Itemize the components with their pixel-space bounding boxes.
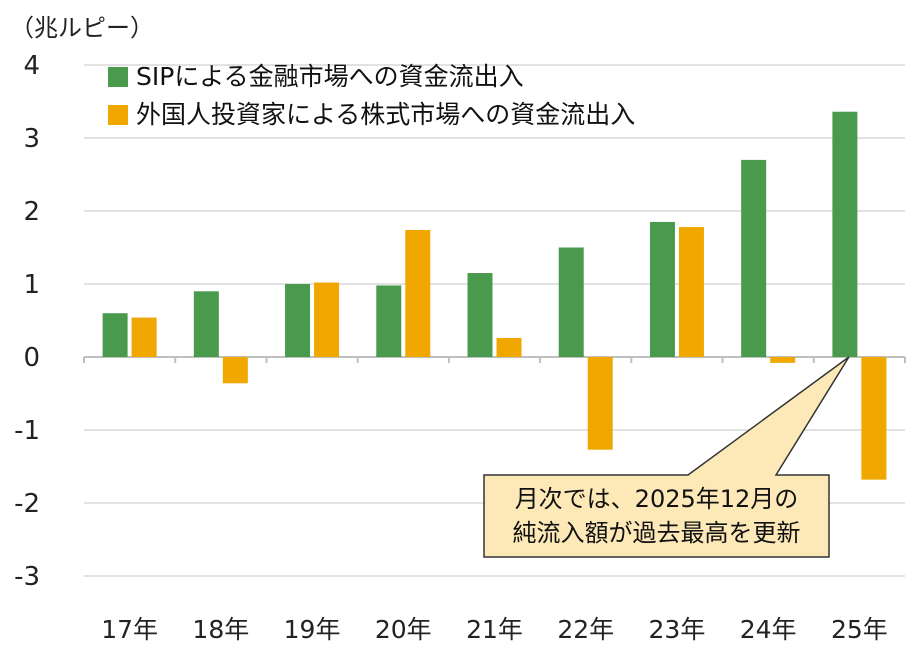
x-tick-label: 17年 xyxy=(101,615,158,644)
bar-sip-5 xyxy=(558,247,584,357)
y-tick-label: -1 xyxy=(14,416,40,446)
x-tick-label: 22年 xyxy=(557,615,614,644)
callout-line-1: 月次では、2025年12月の xyxy=(514,485,799,513)
x-tick-label: 18年 xyxy=(192,615,249,644)
legend-swatch-sip xyxy=(108,67,128,87)
legend: SIPによる金融市場への資金流出入 外国人投資家による株式市場への資金流出入 xyxy=(108,58,635,134)
bar-sip-2 xyxy=(285,284,311,357)
bar-sip-7 xyxy=(741,159,767,357)
bar-sip-8 xyxy=(832,111,858,357)
bar-sip-3 xyxy=(376,285,402,357)
x-tick-label: 24年 xyxy=(740,615,797,644)
callout-text: 月次では、2025年12月の 純流入額が過去最高を更新 xyxy=(484,475,829,557)
x-tick-label: 21年 xyxy=(466,615,523,644)
x-tick-label: 19年 xyxy=(284,615,341,644)
y-tick-label: 1 xyxy=(23,270,40,300)
bar-foreign-4 xyxy=(496,338,522,357)
bar-foreign-0 xyxy=(131,317,157,357)
y-tick-label: 3 xyxy=(23,124,40,154)
y-tick-label: 4 xyxy=(23,51,40,81)
bar-sip-6 xyxy=(649,221,675,357)
bar-foreign-3 xyxy=(405,229,431,357)
x-tick-label: 20年 xyxy=(375,615,432,644)
annotation-callout xyxy=(483,356,850,558)
zero-axis xyxy=(83,356,906,363)
y-tick-label: -3 xyxy=(14,562,40,592)
bar-foreign-7 xyxy=(770,357,796,363)
bar-sip-4 xyxy=(467,273,493,357)
y-tick-label: 0 xyxy=(23,343,40,373)
legend-label-sip: SIPによる金融市場への資金流出入 xyxy=(136,62,524,91)
legend-swatch-foreign xyxy=(108,105,128,125)
bar-foreign-1 xyxy=(222,357,248,384)
x-tick-label: 23年 xyxy=(649,615,706,644)
legend-label-foreign: 外国人投資家による株式市場への資金流出入 xyxy=(136,100,636,129)
y-axis-label: （兆ルピー） xyxy=(10,14,154,42)
bars xyxy=(102,111,887,480)
bar-foreign-8 xyxy=(861,357,887,480)
bar-sip-0 xyxy=(102,313,128,357)
x-tick-labels: 17年 18年 19年 20年 21年 22年 23年 24年 25年 xyxy=(101,615,888,644)
bar-sip-1 xyxy=(193,291,219,357)
legend-item-sip: SIPによる金融市場への資金流出入 xyxy=(108,58,635,96)
y-tick-label: 2 xyxy=(23,197,40,227)
bar-foreign-2 xyxy=(314,282,340,357)
legend-item-foreign: 外国人投資家による株式市場への資金流出入 xyxy=(108,96,635,134)
x-tick-label: 25年 xyxy=(831,615,888,644)
callout-bubble xyxy=(483,356,850,558)
bar-foreign-5 xyxy=(587,357,613,450)
y-tick-labels: 4 3 2 1 0 -1 -2 -3 xyxy=(14,51,40,592)
bar-foreign-6 xyxy=(678,227,704,357)
callout-line-2: 純流入額が過去最高を更新 xyxy=(512,519,801,547)
y-tick-label: -2 xyxy=(14,489,40,519)
